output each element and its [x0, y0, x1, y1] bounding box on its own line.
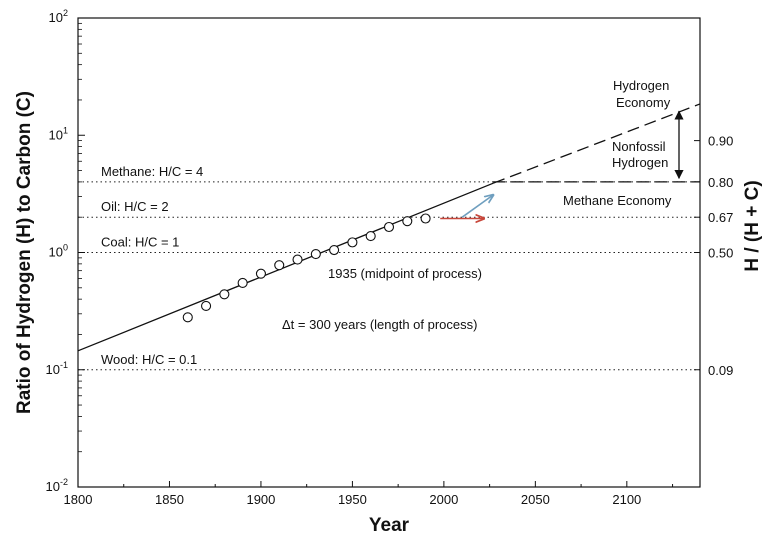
- hydrogen-economy-label: Hydrogen: [613, 78, 669, 93]
- data-point: [329, 244, 340, 256]
- data-point: [310, 249, 321, 260]
- y-tick-label: 102: [49, 8, 68, 25]
- y2-tick-label: 0.90: [708, 134, 733, 149]
- x-tick-label: 1800: [64, 492, 93, 507]
- x-tick-label: 1850: [155, 492, 184, 507]
- data-point: [201, 300, 212, 312]
- hydrogen-economy-label: Economy: [616, 95, 671, 110]
- data-point: [292, 254, 303, 265]
- x-tick-label: 2000: [429, 492, 458, 507]
- y2-axis-title: H / (H + C): [742, 180, 763, 271]
- blue-arrow: [461, 195, 493, 218]
- reference-line-label: Coal: H/C = 1: [101, 235, 179, 250]
- x-axis-title: Year: [369, 515, 410, 536]
- duration-annotation: Δt = 300 years (length of process): [282, 317, 477, 332]
- data-point: [219, 289, 230, 300]
- y-axis-title: Ratio of Hydrogen (H) to Carbon (C): [14, 91, 35, 414]
- data-point: [365, 231, 376, 242]
- reference-line-label: Wood: H/C = 0.1: [101, 352, 197, 367]
- y2-tick-label: 0.50: [708, 246, 733, 261]
- y-tick-label: 10-1: [46, 360, 68, 377]
- reference-line-label: Methane: H/C = 4: [101, 164, 203, 179]
- reference-line-label: Oil: H/C = 2: [101, 199, 169, 214]
- y2-tick-label: 0.09: [708, 363, 733, 378]
- midpoint-annotation: 1935 (midpoint of process): [328, 266, 482, 281]
- y2-tick-label: 0.80: [708, 175, 733, 190]
- data-point: [237, 277, 248, 288]
- y2-tick-label: 0.67: [708, 210, 733, 225]
- nonfossil-hydrogen-label: Nonfossil: [612, 139, 666, 154]
- x-tick-label: 2050: [521, 492, 550, 507]
- data-point: [255, 268, 266, 279]
- data-point: [274, 260, 285, 271]
- methane-economy-label: Methane Economy: [563, 193, 672, 208]
- data-point: [402, 216, 413, 227]
- trend-line-solid: [77, 182, 494, 352]
- data-point: [347, 237, 358, 248]
- data-point: [182, 312, 193, 323]
- data-point: [420, 213, 431, 224]
- trend-line-projected: [493, 103, 701, 184]
- data-point: [383, 221, 395, 233]
- y-tick-label: 101: [49, 125, 68, 142]
- x-tick-label: 1950: [338, 492, 367, 507]
- x-tick-label: 1900: [246, 492, 275, 507]
- nonfossil-hydrogen-label: Hydrogen: [612, 155, 668, 170]
- y-tick-label: 10-2: [46, 477, 68, 494]
- y-tick-label: 100: [49, 243, 68, 260]
- x-tick-label: 2100: [612, 492, 641, 507]
